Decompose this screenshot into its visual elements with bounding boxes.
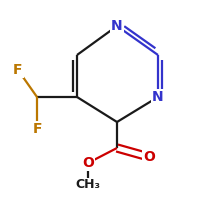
Text: CH₃: CH₃	[76, 178, 101, 192]
Text: O: O	[143, 150, 155, 164]
Text: O: O	[82, 156, 94, 170]
Text: F: F	[32, 122, 42, 136]
Text: N: N	[111, 19, 123, 33]
Text: N: N	[152, 90, 164, 104]
Text: F: F	[13, 63, 23, 77]
